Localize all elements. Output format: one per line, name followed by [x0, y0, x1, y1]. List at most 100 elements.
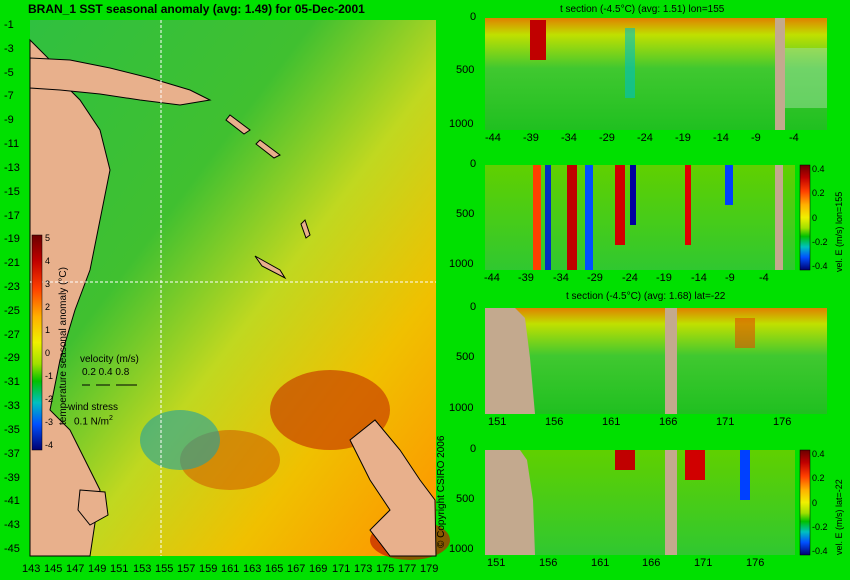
main-y-tick-label: -27 [4, 329, 20, 341]
panel-y-tick-label: 1000 [449, 543, 474, 555]
panel-colorbar-tick-label: 0.4 [812, 449, 825, 459]
main-x-tick-label: 179 [420, 563, 439, 575]
main-colorbar [31, 234, 43, 451]
velocity1-panel [485, 165, 795, 270]
main-y-tick-label: -31 [4, 376, 20, 388]
main-colorbar-tick-label: 0 [45, 348, 51, 358]
main-y-tick-label: -9 [4, 114, 14, 126]
main-x-tick-label: 163 [243, 563, 262, 575]
main-x-tick-label: 151 [110, 563, 129, 575]
velocity2-svg [485, 450, 795, 555]
panel-y-tick-label: 500 [456, 208, 475, 220]
panel-x-tick-label: -14 [713, 132, 729, 144]
main-y-tick-label: -29 [4, 352, 20, 364]
main-y-tick-label: -7 [4, 90, 14, 102]
panel-x-tick-label: -39 [523, 132, 539, 144]
panel-colorbar-tick-label: 0 [812, 213, 818, 223]
section1-svg [485, 18, 827, 130]
main-y-tick-label: -35 [4, 424, 20, 436]
main-y-tick-label: -19 [4, 233, 20, 245]
panel-x-tick-label: 151 [487, 557, 506, 569]
main-y-tick-label: -39 [4, 472, 20, 484]
main-x-tick-label: 147 [66, 563, 85, 575]
main-x-tick-label: 143 [22, 563, 41, 575]
panel-x-tick-label: 161 [602, 416, 621, 428]
main-x-tick-label: 149 [88, 563, 107, 575]
tasmania-land [77, 489, 109, 526]
panel-x-tick-label: -19 [675, 132, 691, 144]
panel-x-tick-label: 151 [488, 416, 507, 428]
panel-colorbar-tick-label: 0.2 [812, 188, 825, 198]
main-x-tick-label: 171 [332, 563, 351, 575]
warm-anomaly-patch [270, 370, 390, 450]
main-colorbar-tick-label: 5 [45, 233, 51, 243]
new-guinea-land [29, 57, 212, 106]
panel-x-tick-label: 171 [694, 557, 713, 569]
velocity2-panel [485, 450, 795, 555]
main-y-tick-label: -45 [4, 543, 20, 555]
panel-x-tick-label: 161 [591, 557, 610, 569]
main-x-tick-label: 145 [44, 563, 63, 575]
main-y-tick-label: -23 [4, 281, 20, 293]
main-x-tick-label: 159 [199, 563, 218, 575]
cool-anomaly-patch [140, 410, 220, 470]
main-x-tick-label: 167 [287, 563, 306, 575]
velocity-legend-values: 0.2 0.4 0.8 [82, 367, 130, 378]
main-x-tick-label: 169 [309, 563, 328, 575]
panel-colorbar-tick-label: 0.4 [812, 164, 825, 174]
main-x-tick-label: 165 [265, 563, 284, 575]
panel-y-tick-label: 500 [456, 493, 475, 505]
panel-x-tick-label: -29 [599, 132, 615, 144]
panel-x-tick-label: -34 [553, 272, 569, 284]
panel-x-tick-label: -29 [587, 272, 603, 284]
vanuatu-land [300, 219, 311, 239]
main-x-tick-label: 177 [398, 563, 417, 575]
velocity2-colorbar [799, 449, 811, 556]
main-colorbar-tick-label: 3 [45, 279, 51, 289]
main-x-tick-label: 175 [376, 563, 395, 575]
main-x-tick-label: 161 [221, 563, 240, 575]
panel-x-tick-label: 176 [773, 416, 792, 428]
main-y-tick-label: -37 [4, 448, 20, 460]
panel-x-tick-label: -19 [656, 272, 672, 284]
velocity-legend-label: velocity (m/s) [80, 354, 139, 365]
panel-x-tick-label: -24 [637, 132, 653, 144]
main-y-tick-label: -1 [4, 19, 14, 31]
panel-y-tick-label: 1000 [449, 402, 474, 414]
panel-x-tick-label: 176 [746, 557, 765, 569]
panel-x-tick-label: 166 [659, 416, 678, 428]
panel-x-tick-label: -4 [789, 132, 799, 144]
new-zealand-land [349, 419, 437, 557]
panel-y-tick-label: 0 [470, 301, 477, 313]
main-colorbar-tick-label: -2 [45, 394, 54, 404]
main-x-tick-label: 157 [177, 563, 196, 575]
panel-colorbar-tick-label: -0.4 [812, 546, 828, 556]
panel-x-tick-label: -24 [622, 272, 638, 284]
main-colorbar-tick-label: -4 [45, 440, 54, 450]
velocity1-colorbar-svg [799, 164, 811, 271]
panel-x-tick-label: 171 [716, 416, 735, 428]
main-map-svg [29, 20, 450, 560]
wind-legend-value: 0.1 N/m2 [74, 415, 113, 428]
main-x-tick-label: 155 [155, 563, 174, 575]
velocity2-colorbar-svg [799, 449, 811, 556]
main-y-tick-label: -33 [4, 400, 20, 412]
velocity-legend-arrows [82, 384, 137, 386]
panel-x-tick-label: -39 [518, 272, 534, 284]
main-x-tick-label: 173 [354, 563, 373, 575]
velocity1-colorbar [799, 164, 811, 271]
panel-y-tick-label: 500 [456, 351, 475, 363]
panel-x-tick-label: 156 [539, 557, 558, 569]
panel-y-tick-label: 0 [470, 158, 477, 170]
copyright-notice: © Copyright CSIRO 2006 [436, 435, 447, 548]
main-y-tick-label: -21 [4, 257, 20, 269]
solomon-islands-land [225, 114, 281, 159]
main-y-tick-label: -43 [4, 519, 20, 531]
panel-x-tick-label: -44 [485, 132, 501, 144]
panel-x-tick-label: -14 [691, 272, 707, 284]
main-y-tick-label: -17 [4, 210, 20, 222]
velocity2-colorbar-label: vel. E (m/s) lat=-22 [834, 479, 844, 555]
panel-colorbar-tick-label: -0.4 [812, 261, 828, 271]
main-map [29, 20, 450, 560]
main-title: BRAN_1 SST seasonal anomaly (avg: 1.49) … [28, 2, 365, 16]
